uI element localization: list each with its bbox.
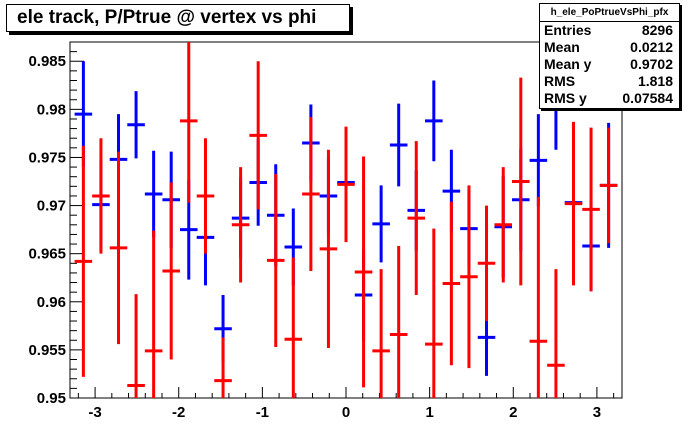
x-tick-label: 0 [342,404,350,421]
x-tick-label: -1 [256,404,269,421]
stats-row-rms: RMS 1.818 [540,73,679,90]
data-point [494,167,513,283]
title-box: ele track, P/Ptrue @ vertex vs phi [6,4,350,32]
data-point [127,91,145,159]
y-tick-label: 0.97 [37,198,66,215]
y-tick-label: 0.955 [28,342,66,359]
data-point [266,173,285,348]
data-point [319,149,338,348]
data-marks [74,42,618,398]
stats-value: 1.818 [637,73,673,89]
data-point [354,156,373,388]
data-point [231,167,250,283]
stats-value: 0.9702 [630,56,673,72]
data-point [477,205,496,322]
stats-value: 0.07584 [622,90,673,106]
stats-row-rms-y: RMS y 0.07584 [540,90,679,107]
data-point [144,150,163,238]
data-point [582,127,600,292]
stats-histogram-name: h_ele_PoPtrueVsPhi_pfx [540,4,679,22]
stats-label: RMS [544,73,576,89]
data-point [389,103,408,187]
x-tick-label: -3 [88,404,101,421]
data-point [599,127,618,244]
y-tick-label: 0.98 [37,101,66,118]
data-point [127,294,145,398]
data-point [529,114,548,207]
stats-label: Entries [544,22,592,38]
data-point [144,230,163,398]
data-point [302,117,320,271]
data-point [179,42,198,203]
data-point [337,126,355,243]
data-point [460,185,478,369]
x-tick-label: 2 [509,404,517,421]
data-point [407,141,426,296]
data-point [74,145,93,377]
axis-ticks: -3 -2 -1 0 1 2 3 0.95 0.955 0.96 0.965 0.97 0.975 0.9… [28,51,615,421]
x-tick-label: 3 [593,404,601,421]
data-point [372,269,390,398]
data-point [425,80,443,162]
data-point [284,257,303,398]
data-point [529,196,548,398]
x-tick-label: -2 [172,404,185,421]
stats-value: 0.0212 [630,39,673,55]
data-point [196,138,215,254]
stats-row-mean-y: Mean y 0.9702 [540,56,679,73]
y-tick-label: 0.965 [28,246,66,263]
data-point [92,138,110,254]
x-tick-label: 1 [425,404,433,421]
data-point [249,61,267,210]
data-point [512,77,530,286]
stats-row-entries: Entries 8296 [540,22,679,39]
y-tick-label: 0.975 [28,149,66,166]
data-point [547,269,565,398]
data-point [425,228,443,398]
data-point [214,337,232,398]
data-point [442,201,461,366]
stats-value: 8296 [641,22,673,38]
stats-label: RMS y [544,90,587,106]
y-tick-label: 0.95 [37,390,66,407]
data-point [372,185,390,263]
data-point [564,121,583,286]
stats-row-mean: Mean 0.0212 [540,39,679,56]
data-point [162,182,180,360]
data-point [389,245,408,398]
stats-label: Mean [544,39,580,55]
y-tick-label: 0.96 [37,294,66,311]
stats-label: Mean y [544,56,592,72]
data-point [109,151,128,345]
chart-title: ele track, P/Ptrue @ vertex vs phi [17,7,317,28]
stats-box: h_ele_PoPtrueVsPhi_pfx Entries 8296 Mean… [539,3,680,109]
y-tick-label: 0.985 [28,53,66,70]
